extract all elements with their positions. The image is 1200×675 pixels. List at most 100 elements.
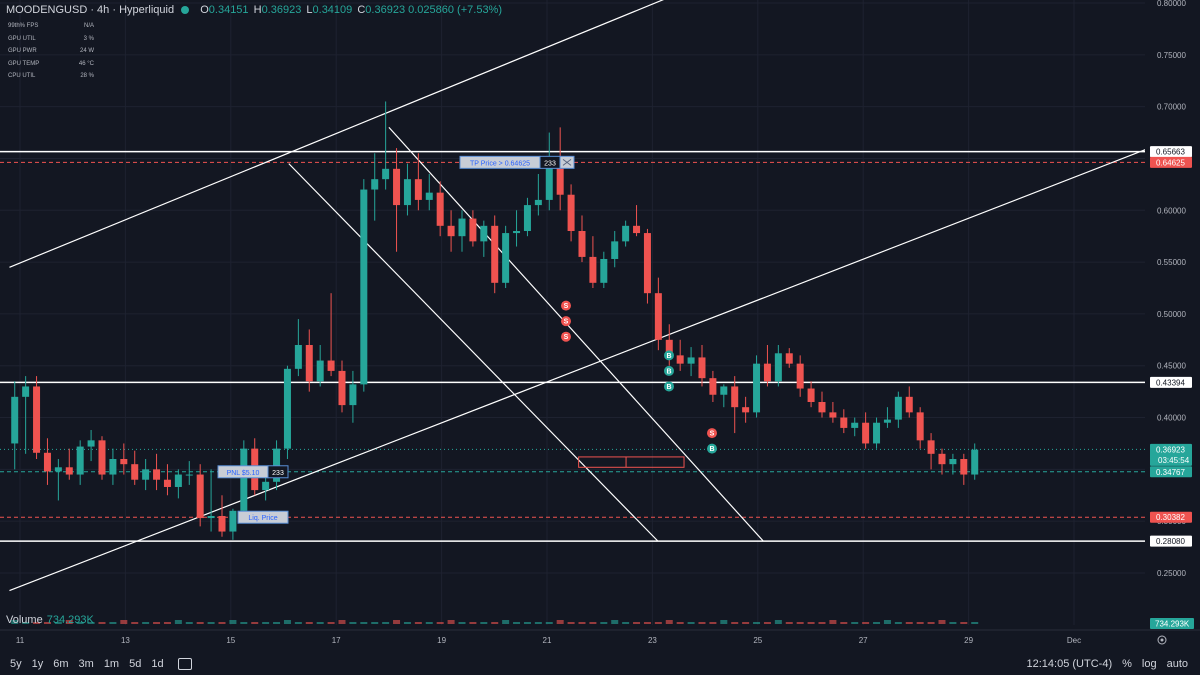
price-level-text: 0.28080 <box>1156 537 1185 546</box>
price-tick-label: 0.25000 <box>1157 569 1186 578</box>
time-tick-label: 11 <box>16 636 25 645</box>
candle-body <box>643 233 651 294</box>
volume-bar <box>43 622 51 624</box>
time-tick-label: 19 <box>437 636 446 645</box>
volume-bar <box>338 620 346 624</box>
range-1d-button[interactable]: 1d <box>151 657 164 670</box>
candle-body <box>43 452 51 472</box>
close-value: 0.36923 <box>365 4 406 16</box>
candle-body <box>33 386 41 453</box>
volume-bar <box>327 622 335 624</box>
range-6m-button[interactable]: 6m <box>53 657 69 670</box>
candle-body <box>382 168 390 180</box>
candle-body <box>720 386 728 395</box>
candle-body <box>349 384 357 406</box>
volume-bar <box>534 622 542 624</box>
price-tick-label: 0.70000 <box>1157 103 1186 112</box>
volume-bar <box>283 620 291 624</box>
signal-text: S <box>564 319 569 326</box>
candle-body <box>403 179 411 206</box>
candle-body <box>371 179 379 190</box>
stat-label: GPU PWR <box>8 48 37 54</box>
stat-row: CPU UTIL 28 % <box>8 70 94 83</box>
candle-body <box>687 357 695 364</box>
volume-bar <box>643 622 651 624</box>
range-3m-button[interactable]: 3m <box>78 657 94 670</box>
volume-bar <box>196 622 204 624</box>
volume-bar <box>98 622 106 624</box>
calendar-icon[interactable] <box>177 657 192 670</box>
volume-bar <box>883 620 891 624</box>
candle-body <box>338 370 346 406</box>
volume-bar <box>851 622 859 624</box>
candle-body <box>294 345 302 369</box>
order-annotations[interactable]: TP Price > 0.64625 233 PNL $5.10 233 Liq. Pr… <box>217 155 575 524</box>
candle-body <box>491 225 499 283</box>
price-tick-label: 0.55000 <box>1157 258 1186 267</box>
signal-sell-marker <box>561 300 571 311</box>
candle-body <box>425 192 433 200</box>
volume-bar <box>720 620 728 624</box>
volume-bar <box>731 622 739 624</box>
price-level-text: 0.30382 <box>1156 513 1185 522</box>
price-axis[interactable]: 0.800000.750000.700000.650000.600000.550… <box>1145 0 1200 629</box>
candle-body <box>229 510 237 532</box>
candle-body <box>589 256 597 283</box>
volume-bar <box>622 622 630 624</box>
candle-body <box>316 360 324 382</box>
volume-bar <box>436 622 444 624</box>
symbol-title[interactable]: MOODENGUSD · 4h · Hyperliquid <box>6 4 175 16</box>
signal-sell-marker <box>561 316 571 327</box>
volume-bars <box>11 620 979 624</box>
volume-bar <box>153 622 161 624</box>
stat-value: 3 % <box>83 35 94 42</box>
time-tick-label: 25 <box>753 636 762 645</box>
range-5d-button[interactable]: 5d <box>129 657 142 670</box>
volume-bar <box>229 620 237 624</box>
volume-bar <box>763 622 771 624</box>
candle-body <box>120 459 128 465</box>
range-1m-button[interactable]: 1m <box>103 657 120 670</box>
trend-line <box>9 127 1200 592</box>
auto-toggle[interactable]: auto <box>1166 657 1188 670</box>
candle-body <box>142 469 150 480</box>
stat-label: GPU TEMP <box>8 60 40 67</box>
market-status-dot <box>181 6 190 15</box>
candle-body <box>829 412 837 418</box>
volume-bar <box>567 622 575 624</box>
percent-toggle[interactable]: % <box>1122 657 1132 670</box>
volume-bar <box>131 622 139 624</box>
trend-lines <box>9 0 1200 592</box>
candle-body <box>851 422 859 428</box>
candle-body <box>414 179 422 200</box>
candle-body <box>709 378 717 395</box>
price-level-badge <box>1150 146 1192 158</box>
volume-bar <box>633 622 641 624</box>
candle-body <box>163 479 171 487</box>
price-level-text: 0.36923 <box>1156 445 1185 454</box>
candle-body <box>54 467 62 472</box>
price-level-text: 0.34767 <box>1156 468 1185 477</box>
log-toggle[interactable]: log <box>1141 657 1157 670</box>
volume-bar <box>971 622 979 624</box>
volume-bar <box>480 622 488 624</box>
settings-gear-icon <box>1157 635 1167 645</box>
signal-text: S <box>564 334 569 341</box>
volume-bar <box>840 622 848 624</box>
stat-row: 99th% FPS N/A <box>8 20 94 33</box>
price-tick-label: 0.45000 <box>1157 362 1186 371</box>
range-1y-button[interactable]: 1y <box>31 657 44 670</box>
time-axis[interactable]: 11 13 15 17 19 21 23 25 27 29 Dec <box>0 629 1200 645</box>
high-label: H <box>253 4 262 16</box>
volume-bar <box>545 622 553 624</box>
candles <box>11 101 979 540</box>
candle-body <box>458 218 466 237</box>
clock-time[interactable]: 12:14:05 (UTC-4) <box>1026 657 1113 670</box>
range-5y-button[interactable]: 5y <box>10 657 22 670</box>
candle-body <box>393 168 401 206</box>
settings-gear-center <box>1160 638 1164 642</box>
candle-body <box>273 448 281 482</box>
horizontal-levels <box>0 150 1145 542</box>
volume-bar <box>163 622 171 624</box>
